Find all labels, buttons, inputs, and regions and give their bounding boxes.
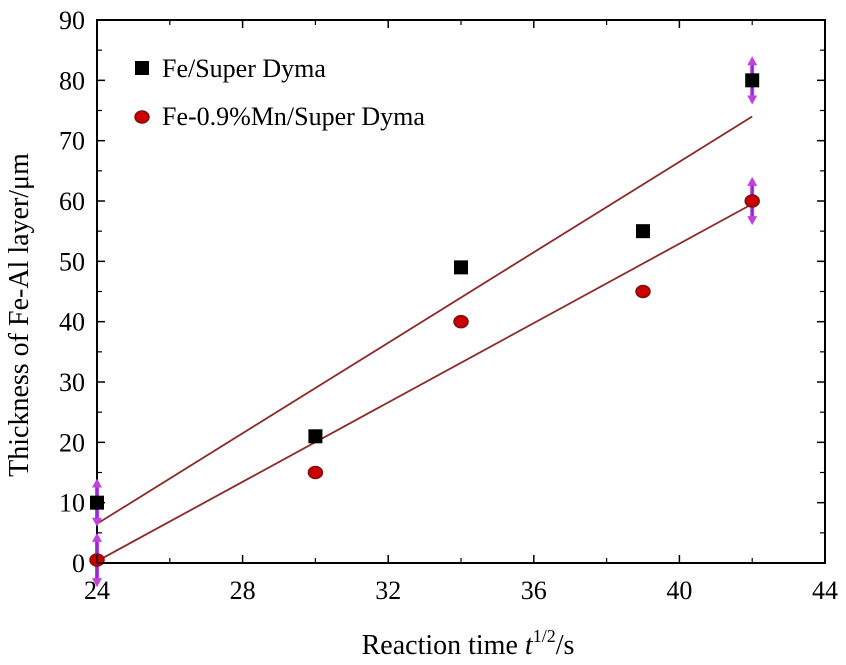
y-tick-label: 0 bbox=[72, 549, 85, 578]
data-point-series-1 bbox=[745, 73, 760, 88]
fit-line-series-1 bbox=[96, 115, 753, 525]
legend-marker-square bbox=[135, 61, 149, 75]
data-point-series-1 bbox=[454, 260, 468, 275]
y-tick-label: 30 bbox=[59, 368, 85, 397]
y-axis-ticks: 0 10 20 30 40 50 60 70 80 90 bbox=[59, 6, 825, 578]
data-point-series-1 bbox=[636, 224, 650, 239]
y-tick-label: 70 bbox=[59, 127, 85, 156]
fit-lines bbox=[96, 115, 753, 562]
error-bar-arrow-up bbox=[747, 56, 758, 66]
y-tick-label: 40 bbox=[59, 308, 85, 337]
y-tick-label: 80 bbox=[59, 66, 85, 95]
x-tick-label: 36 bbox=[521, 576, 547, 605]
x-tick-label: 32 bbox=[375, 576, 401, 605]
y-axis-title: Thickness of Fe-Al layer/μm bbox=[4, 153, 35, 477]
y-tick-label: 90 bbox=[59, 6, 85, 35]
error-bar-arrow-down bbox=[92, 578, 102, 588]
y-tick-label: 10 bbox=[59, 489, 85, 518]
error-bar-arrow-down bbox=[92, 517, 102, 527]
y-tick-label: 50 bbox=[59, 247, 85, 276]
x-tick-label: 40 bbox=[666, 576, 692, 605]
error-bar-arrow-up bbox=[92, 478, 102, 488]
x-tick-label: 44 bbox=[812, 576, 838, 605]
legend-label-series-1: Fe/Super Dyma bbox=[162, 54, 326, 83]
legend-marker-circle bbox=[134, 110, 150, 124]
legend: Fe/Super Dyma Fe-0.9%Mn/Super Dyma bbox=[134, 54, 425, 131]
error-bars bbox=[92, 56, 758, 588]
error-bar-arrow-down bbox=[747, 216, 758, 226]
error-bar-arrow-down bbox=[747, 95, 758, 105]
x-axis-ticks: 24 28 32 36 40 44 bbox=[84, 20, 838, 605]
x-tick-label: 24 bbox=[84, 576, 110, 605]
legend-label-series-2: Fe-0.9%Mn/Super Dyma bbox=[162, 102, 425, 131]
data-point-series-1 bbox=[308, 429, 323, 444]
error-bar-arrow-up bbox=[747, 176, 758, 186]
x-axis-title: Reaction time t1/2/s bbox=[362, 626, 575, 661]
y-tick-label: 20 bbox=[59, 428, 85, 457]
y-tick-label: 60 bbox=[59, 187, 85, 216]
data-point-series-2 bbox=[307, 465, 324, 480]
fit-line-series-2 bbox=[96, 203, 753, 562]
x-tick-label: 28 bbox=[230, 576, 256, 605]
data-point-series-2 bbox=[453, 314, 469, 329]
error-bar-arrow-up bbox=[92, 532, 102, 542]
data-point-series-2 bbox=[744, 194, 760, 208]
data-point-series-2 bbox=[635, 284, 651, 299]
